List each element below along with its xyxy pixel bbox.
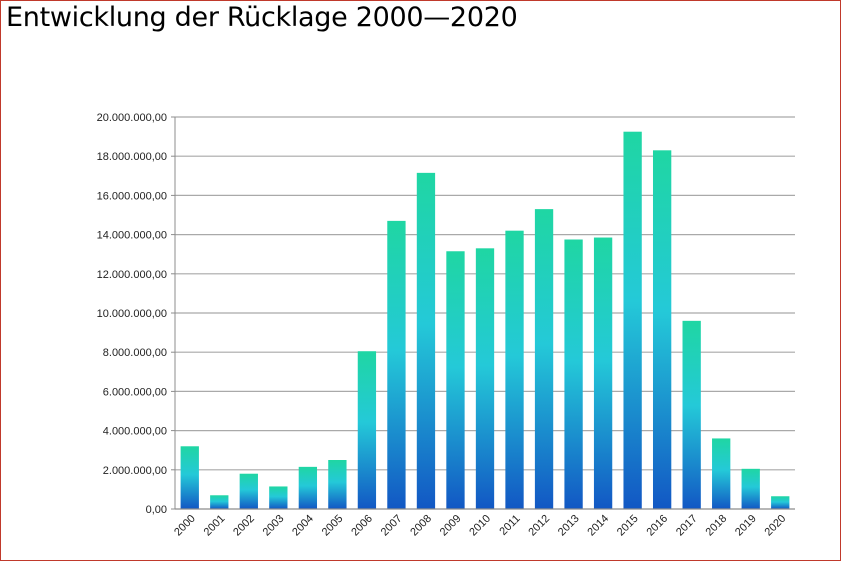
y-tick-label: 18.000.000,00: [97, 151, 167, 163]
bar-2008: [416, 172, 436, 510]
x-tick-label: 2019: [733, 513, 759, 539]
bar-2009: [446, 251, 465, 509]
bar-2016: [652, 150, 672, 509]
y-tick-label: 20.000.000,00: [97, 112, 167, 124]
bar-2012: [534, 209, 554, 509]
bar-2013: [564, 239, 583, 509]
x-tick-label: 2008: [408, 513, 434, 539]
x-tick-label: 2009: [438, 513, 464, 539]
bar-2018: [712, 438, 731, 509]
x-tick-label: 2020: [763, 513, 789, 539]
y-tick-label: 16.000.000,00: [97, 190, 167, 202]
bars: [180, 131, 790, 510]
x-tick-label: 2012: [526, 513, 552, 539]
y-tick-label: 12.000.000,00: [97, 269, 167, 281]
x-axis-tick-labels: 2000 2001 2002 2003 2004 2005 2006 2007 2008 2009…: [172, 513, 788, 539]
bar-2011: [505, 230, 524, 509]
bar-2017: [682, 320, 701, 509]
x-tick-label: 2014: [585, 513, 611, 539]
x-tick-label: 2013: [556, 513, 582, 539]
x-tick-label: 2018: [704, 513, 730, 539]
x-tick-label: 2001: [202, 513, 228, 539]
x-tick-label: 2005: [320, 513, 346, 539]
bar-2015: [623, 131, 642, 509]
bar-2002: [239, 473, 258, 509]
x-tick-label: 2003: [261, 513, 287, 539]
x-tick-label: 2017: [674, 513, 700, 539]
page-title: Entwicklung der Rücklage 2000—2020: [6, 2, 518, 33]
x-tick-label: 2006: [349, 513, 375, 539]
y-tick-label: 8.000.000,00: [103, 347, 167, 359]
bar-2004: [298, 466, 318, 509]
x-tick-label: 2010: [467, 513, 493, 539]
y-tick-label: 2.000.000,00: [103, 465, 167, 477]
x-tick-label: 2002: [231, 513, 257, 539]
y-tick-label: 4.000.000,00: [103, 426, 167, 438]
bar-2000: [180, 446, 199, 509]
bar-2005: [328, 460, 347, 509]
x-tick-label: 2000: [172, 513, 198, 539]
bar-2001: [210, 495, 229, 509]
y-tick-label: 0,00: [146, 504, 167, 516]
y-tick-label: 6.000.000,00: [103, 386, 167, 398]
bar-2003: [269, 486, 288, 509]
bar-2019: [741, 468, 760, 509]
y-tick-label: 14.000.000,00: [97, 230, 167, 242]
y-tick-label: 10.000.000,00: [97, 308, 167, 320]
bar-2010: [475, 248, 495, 509]
x-tick-label: 2007: [379, 513, 405, 539]
bar-2020: [771, 496, 790, 509]
x-tick-label: 2016: [644, 513, 670, 539]
y-axis-tick-labels: 0,00 2.000.000,00 4.000.000,00 6.000.000,00…: [97, 112, 167, 516]
x-tick-label: 2004: [290, 513, 316, 539]
x-tick-label: 2011: [497, 513, 522, 538]
bar-2006: [357, 351, 377, 509]
bar-2007: [387, 220, 406, 509]
x-tick-label: 2015: [615, 513, 641, 539]
bar-2014: [593, 237, 613, 510]
